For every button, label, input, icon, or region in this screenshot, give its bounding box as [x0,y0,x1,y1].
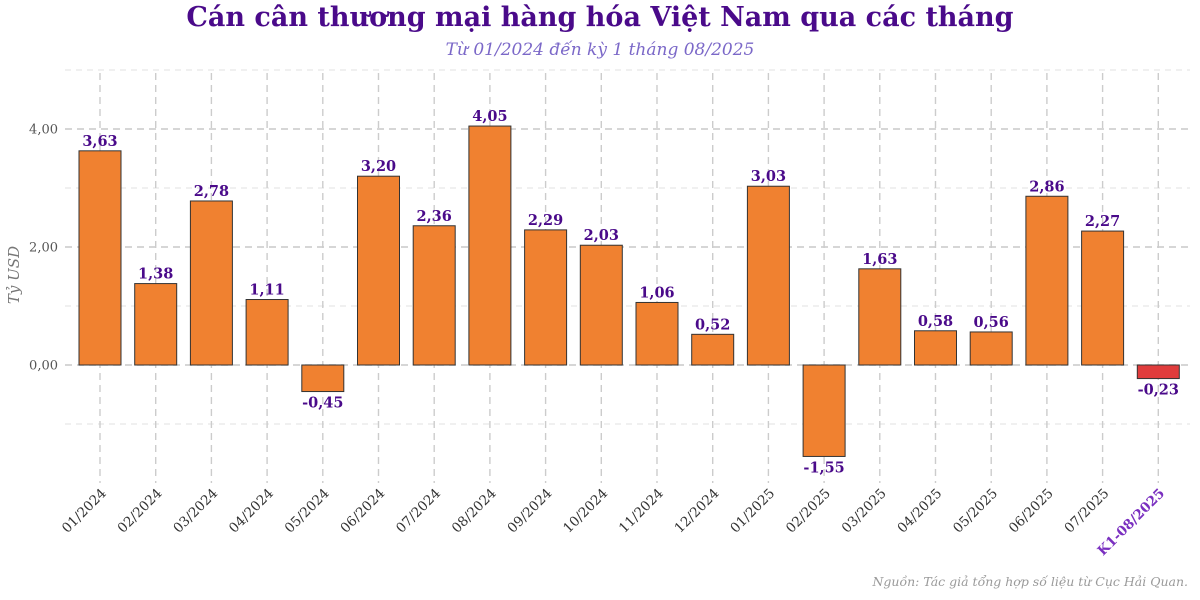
data-label: 2,29 [528,212,563,229]
data-label: 3,20 [361,158,396,175]
data-label: 1,06 [639,284,674,301]
data-label: 1,38 [138,266,173,283]
data-label: 2,03 [584,227,619,244]
bar-02/2025 [802,364,846,457]
y-tick-label: 0,00 [29,359,58,374]
bars [78,125,1180,457]
data-label: 2,78 [194,183,229,200]
data-label: 2,36 [417,208,452,225]
x-tick-label: 01/2024 [59,486,110,537]
x-tick-label: 12/2024 [672,486,723,537]
data-label: 3,63 [82,133,117,150]
bar-03/2025 [858,268,902,366]
x-tick-label: 05/2024 [282,486,333,537]
y-axis-ticks: 0,00 2,00 4,00 [29,123,58,374]
bar-03/2024 [189,200,233,366]
data-label: 3,03 [751,168,786,185]
bar-K1-08/2025 [1136,364,1180,380]
chart-title: Cán cân thương mại hàng hóa Việt Nam qua… [186,2,1014,33]
bar-07/2024 [412,225,456,366]
source-note: Nguồn: Tác giả tổng hợp số liệu từ Cục H… [872,574,1188,589]
x-tick-label: 04/2025 [894,486,945,537]
x-tick-label: 02/2025 [783,486,834,537]
x-tick-label: 07/2024 [393,486,444,537]
x-axis-ticks: 01/2024 02/2024 03/2024 04/2024 05/2024 06/20… [59,486,1168,560]
x-tick-label: 04/2024 [226,486,277,537]
bar-04/2024 [245,299,289,366]
bar-01/2025 [746,185,790,366]
data-label: 0,56 [974,314,1009,331]
bar-04/2025 [914,330,957,366]
bar-02/2024 [134,283,178,366]
bar-07/2025 [1081,230,1125,366]
x-tick-label: 08/2024 [449,486,500,537]
data-labels: 3,63 1,38 2,78 1,11 -0,45 3,20 2,36 4,05 2,29 2,0… [82,108,1179,476]
bar-05/2024 [301,364,345,393]
data-label: 2,27 [1085,213,1120,230]
bar-11/2024 [635,301,679,366]
data-label: 1,11 [249,282,284,299]
bar-06/2025 [1025,195,1069,366]
y-tick-label: 2,00 [29,241,58,256]
x-tick-label: 05/2025 [950,486,1001,537]
data-label: 4,05 [472,108,507,125]
bar-08/2024 [468,125,512,366]
data-label: 0,58 [918,313,953,330]
x-tick-label: 07/2025 [1061,486,1112,537]
x-tick-label: 03/2024 [170,486,221,537]
x-tick-label: 09/2024 [504,486,555,537]
x-tick-label: 06/2025 [1006,486,1057,537]
y-tick-label: 4,00 [29,123,58,138]
data-label: 0,52 [695,316,730,333]
bar-09/2024 [524,229,568,366]
chart-subtitle: Từ 01/2024 đến kỳ 1 tháng 08/2025 [445,40,755,60]
bar-06/2024 [357,175,400,366]
bar-10/2024 [579,244,623,366]
y-axis-label: Tỷ USD [5,246,23,304]
x-tick-label: 03/2025 [839,486,890,537]
data-label: -0,23 [1138,382,1179,399]
bar-01/2024 [78,150,122,366]
grid [65,69,1190,483]
data-label: 2,86 [1029,178,1064,195]
data-label: 1,63 [862,251,897,268]
x-tick-label: 02/2024 [115,486,166,537]
bar-12/2024 [691,333,735,366]
x-tick-label: 11/2024 [616,486,667,537]
x-tick-label: 01/2025 [727,486,778,537]
data-label: -1,55 [803,459,844,476]
x-tick-label: 06/2024 [337,486,388,537]
bar-05/2025 [969,331,1013,366]
x-tick-label: 10/2024 [560,486,611,537]
data-label: -0,45 [302,395,343,412]
